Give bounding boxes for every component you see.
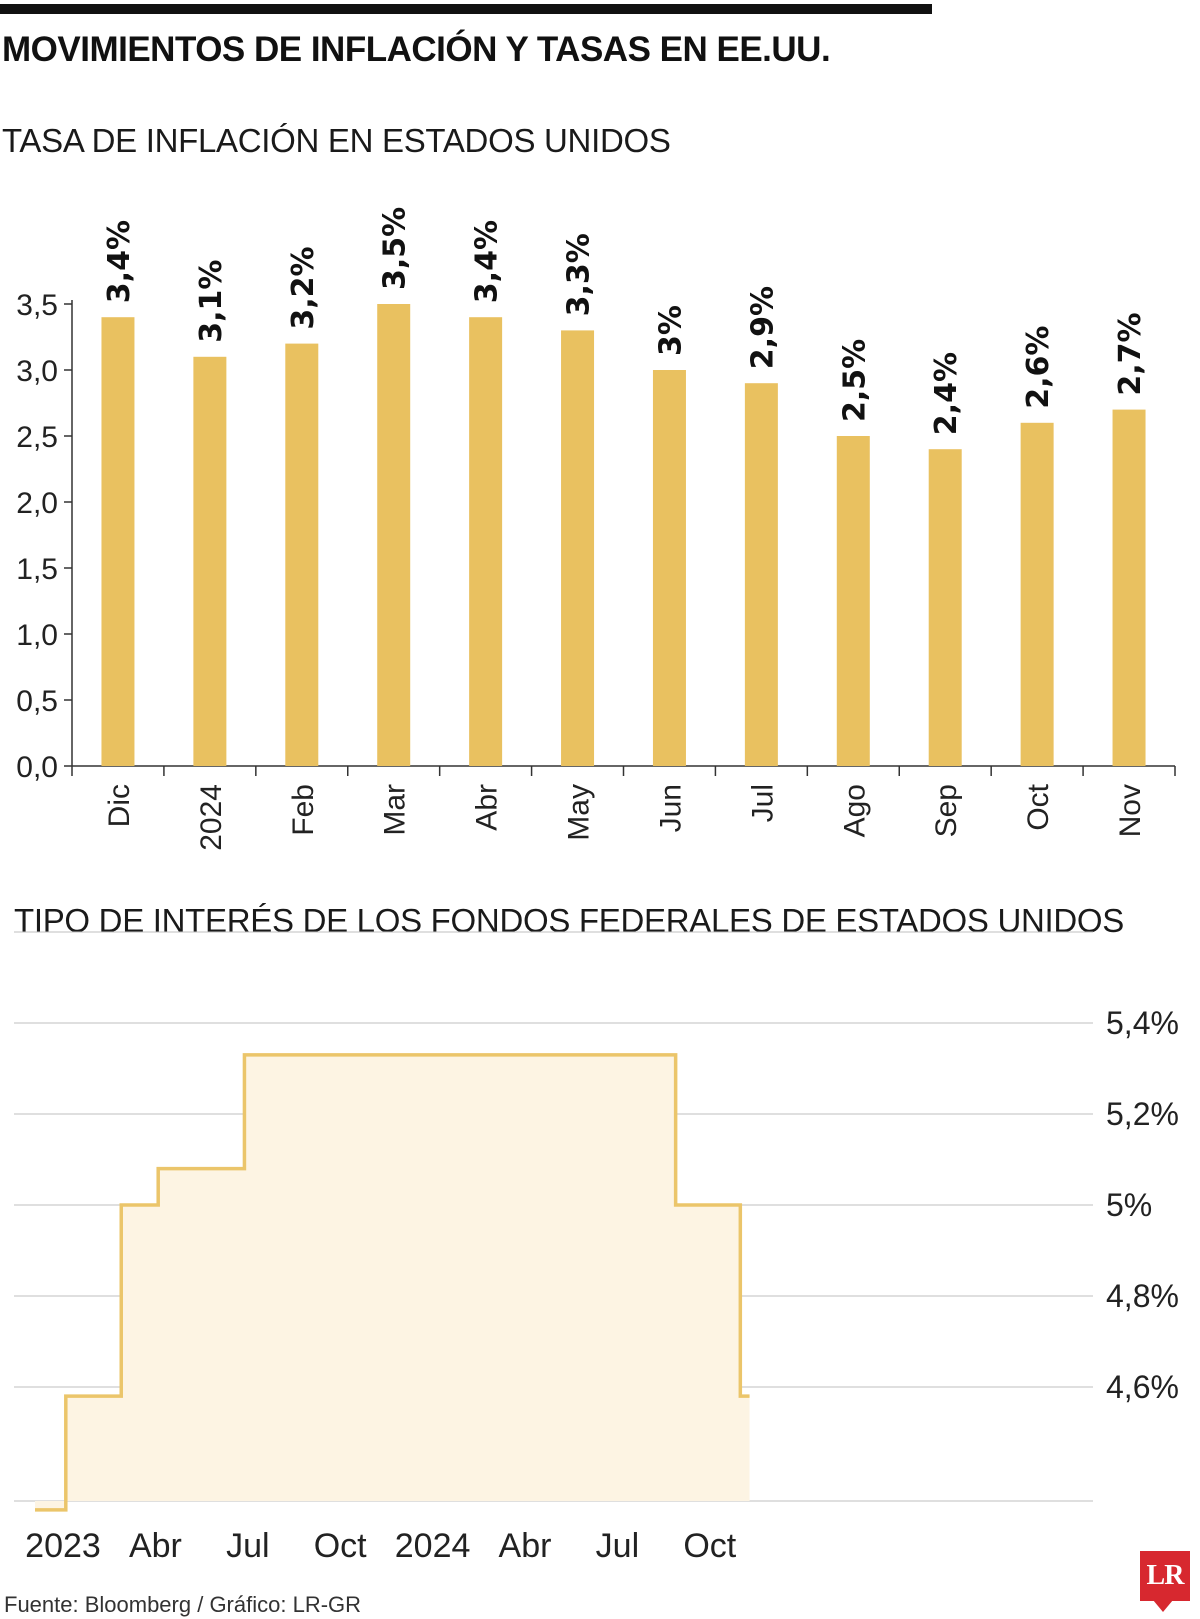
bar-data-label: 2,6% xyxy=(1021,326,1056,409)
bar-feb xyxy=(285,343,319,766)
bar-jul xyxy=(744,383,778,766)
bar-jun xyxy=(652,370,686,766)
bar-data-label: 3% xyxy=(653,305,688,356)
y-tick-label: 1,5 xyxy=(16,553,58,586)
x-tick-label: Abr xyxy=(499,1527,552,1565)
x-tick-label: Abr xyxy=(129,1527,182,1565)
y-tick-label: 2,0 xyxy=(16,487,58,520)
bar-abr xyxy=(469,317,503,766)
y-tick-label: 1,0 xyxy=(16,619,58,652)
bar-data-label: 3,1% xyxy=(194,260,229,343)
rate-area-fill xyxy=(35,1054,750,1510)
x-tick-label: Jul xyxy=(746,784,779,822)
bar-nov xyxy=(1112,409,1146,766)
y-tick-label: 5,4% xyxy=(1106,1005,1179,1041)
rate-step-line xyxy=(35,1053,750,1512)
y-tick-label: 4,8% xyxy=(1106,1278,1179,1314)
x-tick-label: Oct xyxy=(1022,783,1055,830)
bar-data-label: 2,5% xyxy=(837,339,872,422)
y-tick-label: 3,5 xyxy=(16,289,58,322)
x-tick-label: Dic xyxy=(103,784,136,827)
x-tick-label: Jun xyxy=(654,784,687,832)
bar-data-label: 2,4% xyxy=(929,352,964,435)
x-tick-label: 2024 xyxy=(395,1527,471,1565)
top-rule xyxy=(0,4,932,14)
bar-may xyxy=(561,330,595,766)
x-tick-label: Jul xyxy=(226,1527,269,1565)
y-tick-label: 3,0 xyxy=(16,355,58,388)
bar-sep xyxy=(928,449,962,766)
inflation-bar-chart: 0,0 0,5 1,0 1,5 2,0 2,5 3,0 3,5 3,4% Dic 3,1% 2024 3… xyxy=(16,207,1176,851)
y-tick-label: 2,5 xyxy=(16,421,58,454)
y-tick-label: 5,2% xyxy=(1106,1096,1179,1132)
fed-rate-chart-title: TIPO DE INTERÉS DE LOS FONDOS FEDERALES … xyxy=(14,902,1124,939)
main-title: MOVIMIENTOS DE INFLACIÓN Y TASAS EN EE.U… xyxy=(2,30,831,69)
y-tick-label: 5% xyxy=(1106,1187,1152,1223)
x-tick-label: Nov xyxy=(1114,784,1147,837)
x-tick-label: Feb xyxy=(287,784,320,836)
x-tick-label: Mar xyxy=(379,784,412,836)
bar-data-label: 3,4% xyxy=(102,220,137,303)
x-tick-label: Oct xyxy=(314,1527,367,1565)
x-tick-label: Ago xyxy=(838,784,871,837)
x-tick-label: 2024 xyxy=(195,784,228,851)
x-tick-label: Jul xyxy=(596,1527,639,1565)
x-tick-label: Abr xyxy=(471,784,504,831)
lr-logo: LR xyxy=(1140,1551,1190,1601)
source-note: Fuente: Bloomberg / Gráfico: LR-GR xyxy=(4,1592,362,1617)
y-tick-label: 0,0 xyxy=(16,751,58,784)
y-tick-label: 0,5 xyxy=(16,685,58,718)
inflation-chart-title: TASA DE INFLACIÓN EN ESTADOS UNIDOS xyxy=(2,122,671,159)
bar-data-label: 3,5% xyxy=(378,207,413,290)
bar-ago xyxy=(836,436,870,766)
bar-dic xyxy=(101,317,135,766)
lr-logo-tail xyxy=(1153,1600,1173,1612)
bar-mar xyxy=(377,304,411,766)
bar-data-label: 3,2% xyxy=(286,246,321,329)
x-tick-label: May xyxy=(563,784,596,841)
y-tick-label: 4,6% xyxy=(1106,1369,1179,1405)
x-tick-label: Oct xyxy=(683,1527,736,1565)
bar-data-label: 2,7% xyxy=(1113,312,1148,395)
bar-data-label: 3,4% xyxy=(470,220,505,303)
bar-data-label: 2,9% xyxy=(745,286,780,369)
bar-2024 xyxy=(193,356,227,766)
bar-data-label: 3,3% xyxy=(562,233,597,316)
bar-oct xyxy=(1020,422,1054,766)
x-tick-label: Sep xyxy=(930,784,963,837)
x-tick-label: 2023 xyxy=(25,1527,101,1565)
